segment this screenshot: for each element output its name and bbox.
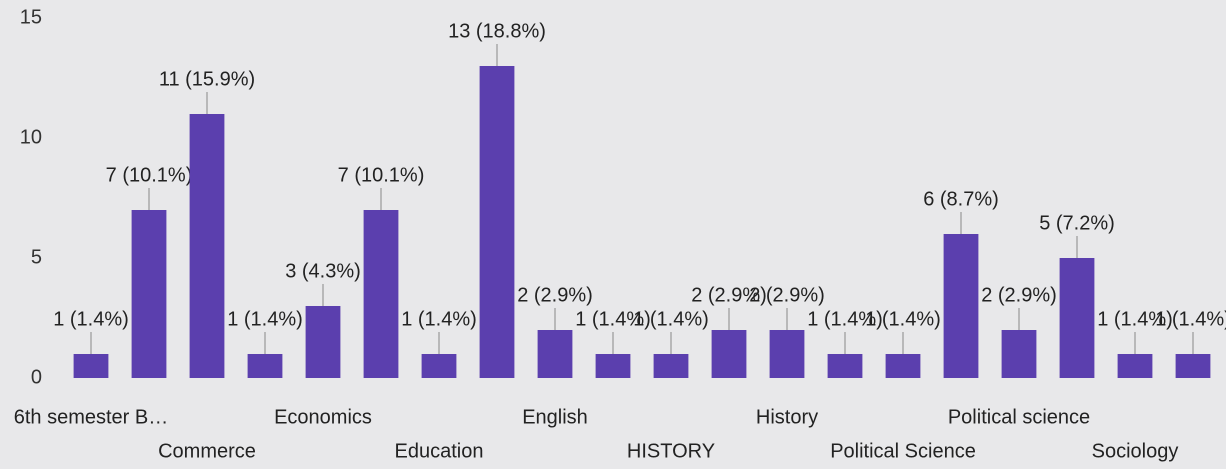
value-label: 1 (1.4%): [865, 308, 941, 330]
value-label: 2 (2.9%): [749, 284, 825, 306]
value-label: 1 (1.4%): [227, 308, 303, 330]
value-label: 2 (2.9%): [981, 284, 1057, 306]
value-label: 2 (2.9%): [691, 284, 767, 306]
value-label: 11 (15.9%): [159, 68, 255, 90]
x-tick-label: 6th semester B…: [14, 406, 169, 428]
x-tick-label: Education: [395, 440, 484, 462]
x-tick-label: Economics: [274, 406, 372, 428]
bar: [1117, 354, 1153, 378]
value-label: 3 (4.3%): [285, 260, 361, 282]
value-label: 1 (1.4%): [1097, 308, 1173, 330]
x-tick-label: Political science: [948, 406, 1090, 428]
y-tick-label: 10: [20, 126, 42, 148]
y-tick-label: 15: [20, 6, 42, 28]
value-label: 13 (18.8%): [448, 20, 546, 42]
bar: [711, 330, 747, 378]
bar: [769, 330, 805, 378]
bar: [885, 354, 921, 378]
value-label: 1 (1.4%): [807, 308, 883, 330]
value-label: 7 (10.1%): [338, 164, 425, 186]
value-label: 1 (1.4%): [1155, 308, 1226, 330]
x-tick-label: History: [756, 406, 818, 428]
value-label: 1 (1.4%): [633, 308, 709, 330]
bar: [1059, 258, 1095, 378]
bar: [189, 114, 225, 378]
bar: [1001, 330, 1037, 378]
bar: [73, 354, 109, 378]
value-label: 1 (1.4%): [53, 308, 129, 330]
bar: [943, 234, 979, 378]
value-label: 7 (10.1%): [106, 164, 193, 186]
x-tick-label: English: [522, 406, 588, 428]
x-tick-label: Commerce: [158, 440, 256, 462]
bar: [537, 330, 573, 378]
bar: [1175, 354, 1211, 378]
bar: [363, 210, 399, 378]
bar: [595, 354, 631, 378]
x-tick-label: HISTORY: [627, 440, 715, 462]
value-label: 2 (2.9%): [517, 284, 593, 306]
y-tick-label: 5: [31, 246, 42, 268]
bar: [305, 306, 341, 378]
y-tick-label: 0: [31, 366, 42, 388]
x-tick-label: Political Science: [830, 440, 976, 462]
bar: [131, 210, 167, 378]
bar: [421, 354, 457, 378]
x-tick-label: Sociology: [1092, 440, 1179, 462]
value-label: 6 (8.7%): [923, 188, 999, 210]
bar: [827, 354, 863, 378]
value-label: 5 (7.2%): [1039, 212, 1115, 234]
value-label: 1 (1.4%): [575, 308, 651, 330]
value-label: 1 (1.4%): [401, 308, 477, 330]
bar: [653, 354, 689, 378]
bar: [479, 66, 515, 378]
bar: [247, 354, 283, 378]
